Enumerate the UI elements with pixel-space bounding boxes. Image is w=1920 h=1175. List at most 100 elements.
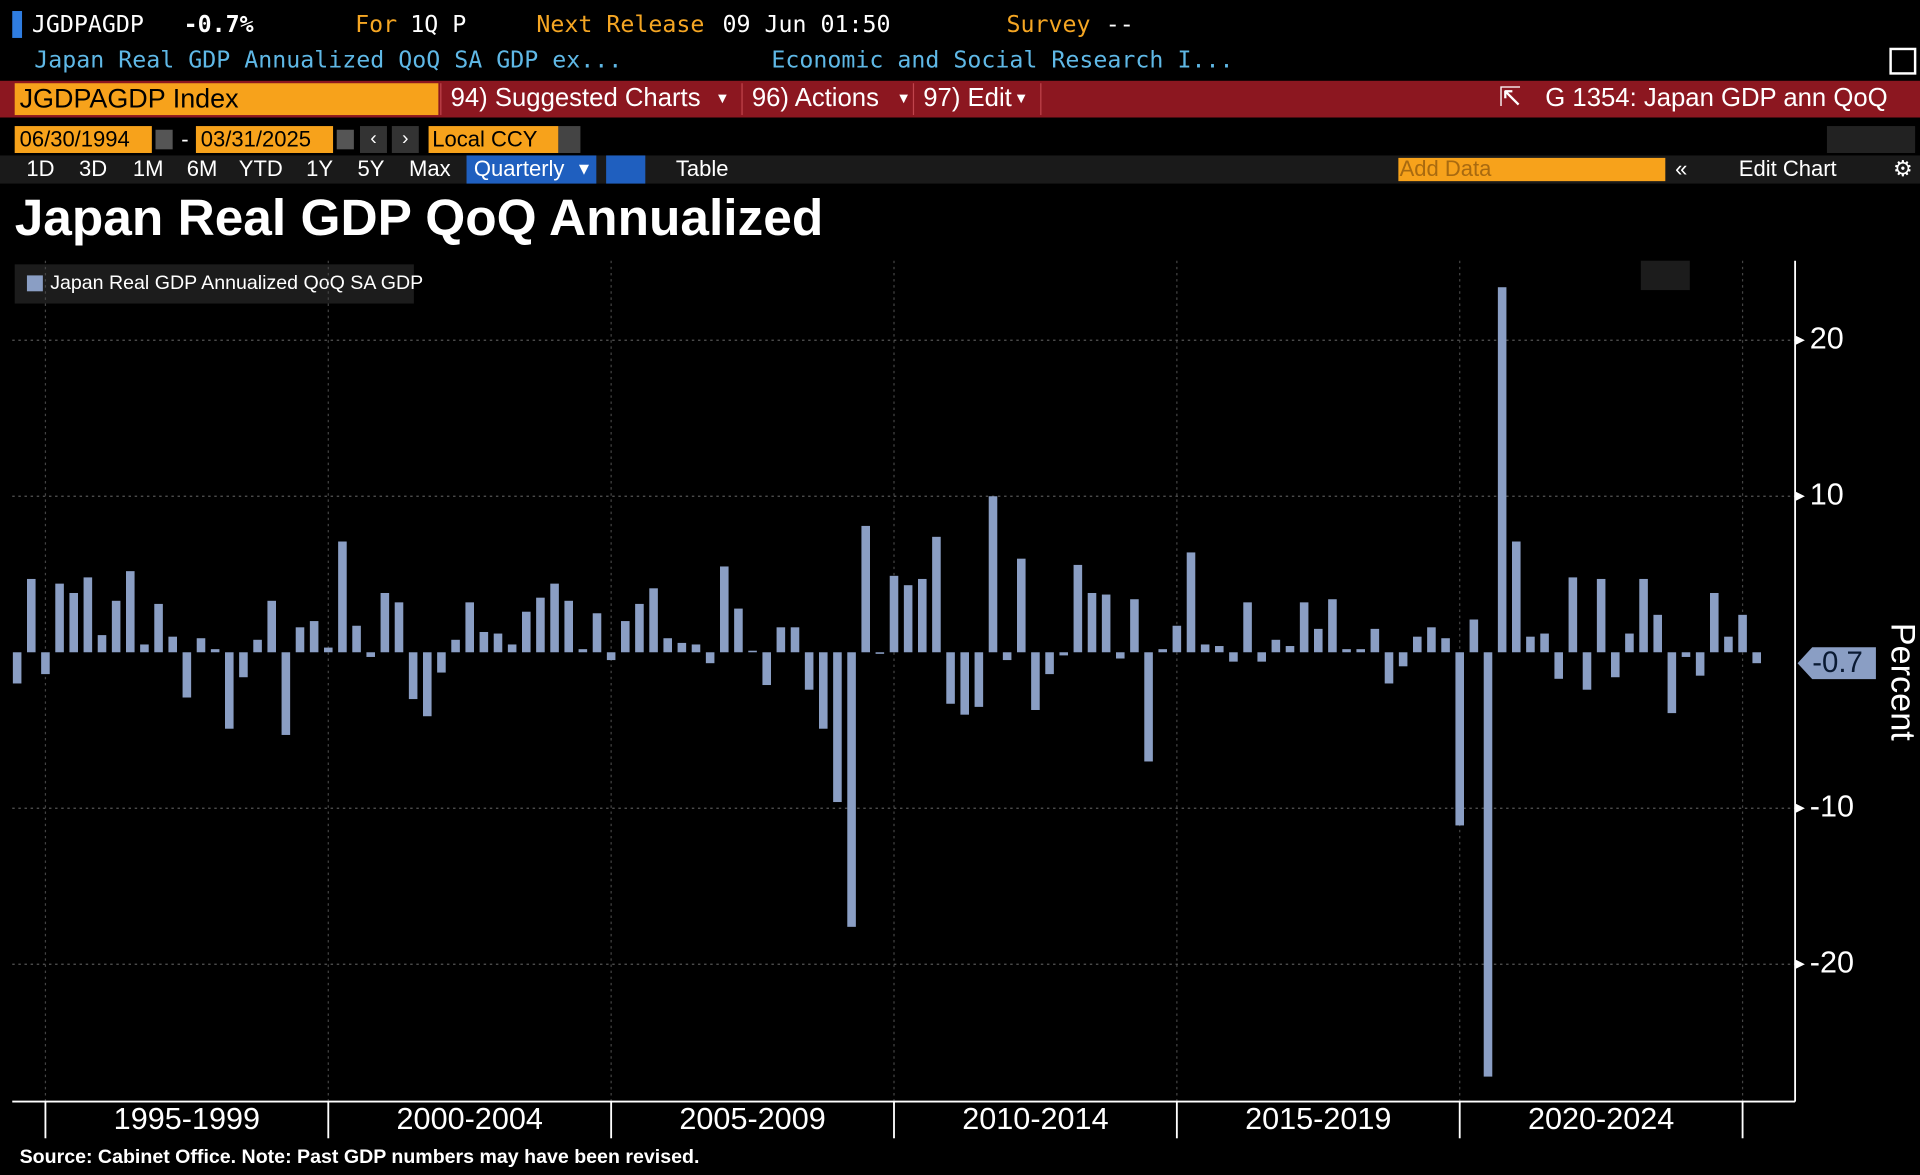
survey-label: Survey <box>1007 11 1091 38</box>
bar <box>479 631 489 653</box>
range-button[interactable]: 5Y <box>358 156 385 181</box>
chart-type-button[interactable] <box>1640 260 1690 291</box>
bar <box>352 625 361 653</box>
bar <box>324 647 333 653</box>
bar <box>776 627 786 653</box>
menu: 94) Suggested Charts ▼ 96) Actions ▼ 97) Edi… <box>440 83 1042 116</box>
y-tick <box>1795 959 1805 970</box>
x-tick-label: 2000-2004 <box>397 1102 543 1136</box>
bar <box>1724 636 1733 653</box>
popout-icon[interactable] <box>1889 47 1917 75</box>
bar <box>550 583 559 653</box>
bar <box>210 649 220 653</box>
bar <box>1441 638 1450 653</box>
menu-item[interactable]: 97) Edit <box>923 84 1012 112</box>
range-button[interactable]: 3D <box>79 156 107 181</box>
bar <box>1087 592 1097 653</box>
bar <box>762 652 771 686</box>
plot: 1995-1999 2000-2004 2005-2009 2010-2014 2015… <box>12 260 1876 1139</box>
calendar-icon[interactable] <box>336 129 354 150</box>
bar <box>691 644 701 653</box>
bar <box>465 602 474 653</box>
bar <box>1512 541 1521 653</box>
bar <box>536 597 545 653</box>
bar <box>663 638 672 653</box>
bar <box>196 638 206 653</box>
bar <box>1073 564 1083 653</box>
currency-field[interactable] <box>428 126 559 153</box>
y-tick-label: -20 <box>1810 945 1854 979</box>
y-tick-label: 20 <box>1810 321 1844 355</box>
calendar-icon[interactable] <box>155 129 173 150</box>
bar <box>1215 646 1224 653</box>
add-data-field[interactable] <box>1398 157 1666 182</box>
bar <box>960 652 969 715</box>
bar <box>974 652 984 707</box>
next-button[interactable] <box>391 126 419 153</box>
collapse-icon[interactable]: « <box>1675 156 1687 181</box>
bar <box>1625 633 1634 653</box>
bar <box>1342 649 1351 653</box>
chart-icon-button[interactable] <box>606 155 646 184</box>
bar <box>720 566 729 653</box>
x-tick-label: 2005-2009 <box>679 1102 825 1136</box>
bar <box>41 652 50 675</box>
legend-swatch <box>26 275 43 292</box>
share-icon[interactable]: ⇱ <box>1499 82 1522 112</box>
currency-dropdown[interactable] <box>558 126 581 153</box>
range-button[interactable]: 1D <box>26 156 54 181</box>
table-button[interactable]: Table <box>676 156 729 181</box>
undo-redo[interactable] <box>1826 126 1916 153</box>
end-date-field[interactable] <box>195 126 334 153</box>
next-release-label: Next Release <box>536 11 704 38</box>
bar <box>564 600 573 653</box>
x-tick-label: 2020-2024 <box>1528 1102 1674 1136</box>
frequency-button[interactable] <box>466 155 597 184</box>
range-button[interactable]: YTD <box>239 156 283 181</box>
add-data: Add Data <box>1400 156 1493 181</box>
menu-item[interactable]: 94) Suggested Charts <box>451 84 701 112</box>
bar <box>1158 649 1167 653</box>
bar <box>394 602 404 653</box>
settings-icon[interactable]: ⚙ <box>1893 156 1913 181</box>
bar <box>55 583 64 653</box>
prev-button[interactable] <box>360 126 387 153</box>
bar <box>1568 577 1578 653</box>
bar <box>1130 599 1139 653</box>
range-button[interactable]: 1Y <box>306 156 333 181</box>
bar <box>267 600 276 653</box>
bar <box>1455 652 1464 826</box>
bar <box>1526 636 1535 653</box>
range-button[interactable]: 1M <box>133 156 164 181</box>
prev-icon: ‹ <box>370 128 377 150</box>
bar <box>1611 652 1620 678</box>
dropdown-icon: ▼ <box>715 91 730 107</box>
legend <box>14 264 414 304</box>
bar <box>1398 652 1408 667</box>
bar <box>578 649 588 653</box>
start-date-field[interactable] <box>14 126 152 153</box>
bar <box>790 627 800 653</box>
menu-item[interactable]: 96) Actions <box>752 84 879 112</box>
bar <box>522 611 531 653</box>
security-field[interactable] <box>14 83 439 116</box>
bar <box>621 621 630 653</box>
bar <box>606 652 616 661</box>
bar <box>592 613 602 653</box>
bar <box>1285 646 1295 653</box>
description: Japan Real GDP Annualized QoQ SA GDP ex.… <box>34 47 622 74</box>
bar <box>1200 644 1210 653</box>
bar <box>649 588 658 653</box>
bar <box>1738 614 1747 653</box>
range-button[interactable]: Max <box>409 156 451 181</box>
period: 1Q P <box>410 11 466 38</box>
currency: Local CCY <box>432 127 538 152</box>
y-tick-label: 10 <box>1810 477 1844 511</box>
edit-chart[interactable]: Edit Chart <box>1739 156 1837 181</box>
bar <box>1002 652 1012 661</box>
range-button[interactable]: 6M <box>187 156 218 181</box>
bar <box>281 652 291 735</box>
bar <box>1144 652 1153 762</box>
bar <box>1271 639 1281 653</box>
